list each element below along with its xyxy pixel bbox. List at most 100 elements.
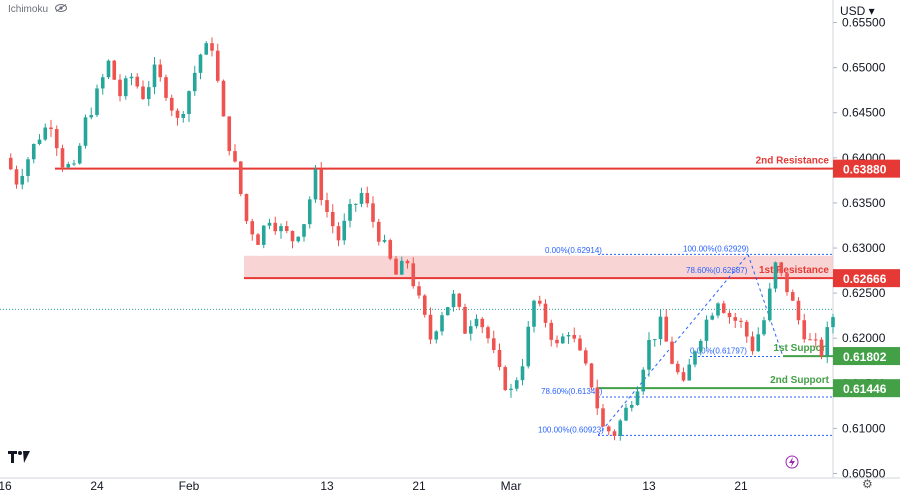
candle-body [681,372,686,381]
y-tick-label: 0.64500 [842,106,886,120]
candle-body [83,117,88,146]
candle-body [135,76,140,87]
candle-body [123,78,128,97]
level-name-label: 1st Resistance [759,265,829,276]
candle-body [486,327,490,339]
candle-body [319,169,324,201]
candles-group [8,37,835,441]
x-tick-label: 21 [734,479,748,493]
candle-body [330,211,335,227]
candle-body [164,77,168,98]
candle-body [779,262,784,274]
candle-body [422,295,427,315]
candle-body [72,163,76,165]
candle-body [514,380,519,389]
candle-body [440,315,444,332]
currency-selector[interactable]: USD ▾ [840,4,875,18]
candle-body [388,240,393,259]
eye-icon[interactable] [54,4,67,15]
candle-body [457,293,462,307]
candle-body [785,273,789,293]
y-tick-label: 0.65000 [842,61,886,75]
candle-body [578,338,582,351]
candle-body [279,226,283,232]
candle-body [790,292,795,301]
candle-body [445,307,450,316]
candle-body [750,336,755,352]
candle-body [284,226,289,231]
candle-body [26,159,30,176]
candle-body [480,318,485,328]
indicator-label[interactable]: Ichimoku [8,4,67,15]
candle-body [204,43,209,55]
candle-body [89,115,94,118]
candle-body [762,320,766,335]
candle-body [532,300,536,327]
x-tick-label: 13 [642,479,656,493]
x-tick-label: 16 [0,479,12,493]
candle-body [273,222,278,232]
candle-body [256,234,260,245]
price-tag-bg [833,379,900,398]
candle-body [49,127,53,130]
y-tick-label: 0.61000 [842,421,886,435]
candle-body [20,175,25,185]
candle-body [106,60,111,78]
candle-body [290,230,295,242]
candle-body [14,169,19,185]
candle-body [560,336,565,344]
candle-body [359,193,364,204]
candle-body [365,193,370,204]
candle-body [629,404,634,408]
candle-body [210,43,214,51]
fib-label: 0.00%(0.62914) [545,246,602,255]
y-tick-label: 0.60500 [842,466,886,480]
candle-body [583,350,588,364]
candle-body [66,164,71,168]
candle-body [342,220,347,241]
candle-body [601,408,605,427]
fib-label: 100.00%(0.62929) [683,244,749,253]
candle-body [566,335,571,337]
y-tick-label: 0.63000 [842,241,886,255]
candle-body [233,151,237,162]
candle-body [468,326,473,334]
level-name-label: 2nd Support [770,375,830,386]
candle-body [376,221,381,242]
indicator-name: Ichimoku [8,4,49,15]
fib-label: 78.60%(0.61348) [541,387,603,396]
candle-body [549,322,554,340]
candle-body [215,50,220,81]
candle-body [710,315,715,320]
candle-body [589,363,594,388]
candle-body [187,91,191,114]
currency-label: USD [840,4,866,18]
candle-body [382,240,387,242]
candle-body [520,366,525,381]
candle-body [572,335,577,339]
candle-body [43,127,48,140]
candle-body [767,288,772,321]
candle-body [635,391,640,405]
y-tick-label: 0.62500 [842,286,886,300]
tradingview-logo[interactable] [8,448,30,469]
price-tag-label: 0.63880 [843,163,887,177]
candle-body [353,203,358,205]
candle-body [664,316,669,342]
level-name-label: 2nd Resistance [756,156,830,167]
candle-body [491,338,496,350]
candle-body [60,148,65,168]
candle-body [716,303,720,316]
candle-body [313,169,318,200]
candle-body [526,326,531,367]
candle-body [198,54,203,73]
gear-icon[interactable]: ⚙ [862,477,873,491]
candle-body [302,224,306,237]
lightning-icon-bolt [789,457,795,467]
candle-body [773,262,778,289]
lightning-icon [785,455,799,469]
candle-body [675,363,680,373]
chevron-down-icon: ▾ [865,4,875,18]
x-tick-label: 13 [320,479,334,493]
